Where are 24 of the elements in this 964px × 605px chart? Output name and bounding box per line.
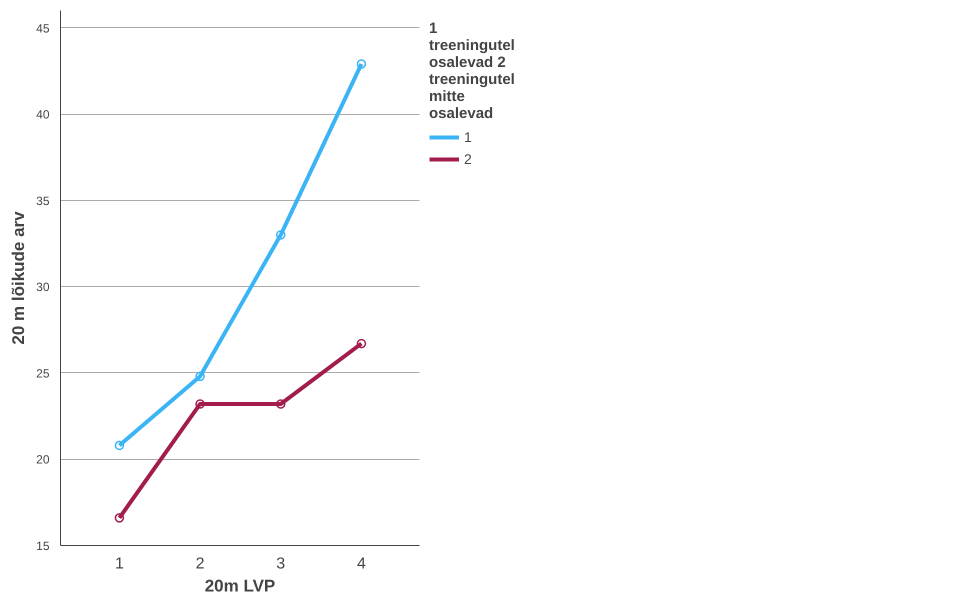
y-axis-title: 20 m lõikude arv xyxy=(9,210,28,345)
point xyxy=(356,59,366,69)
point xyxy=(195,372,205,382)
x-tick-label: 3 xyxy=(276,556,286,572)
legend-label: 1 xyxy=(464,129,473,145)
point xyxy=(114,513,124,523)
point xyxy=(195,399,205,409)
legend-title: 1 treeningutel osalevad 2 treeningutel mitte osalevad xyxy=(429,20,515,122)
x-tick-label: 2 xyxy=(196,556,205,572)
y-tick-label: 30 xyxy=(36,280,50,294)
y-tick-label: 20 xyxy=(36,452,50,467)
point xyxy=(114,440,124,450)
y-tick-label: 45 xyxy=(36,21,50,36)
point xyxy=(276,230,286,240)
point xyxy=(356,338,366,348)
legend-label: 2 xyxy=(464,151,473,167)
x-tick-label: 1 xyxy=(114,556,124,572)
x-tick-label: 4 xyxy=(356,556,366,572)
y-tick-label: 25 xyxy=(36,366,50,380)
point xyxy=(276,399,286,409)
y-tick-label: 40 xyxy=(36,108,50,122)
y-tick-label: 35 xyxy=(36,194,50,208)
y-tick-label: 15 xyxy=(36,539,50,553)
x-axis-title: 20m LVP xyxy=(204,576,276,596)
